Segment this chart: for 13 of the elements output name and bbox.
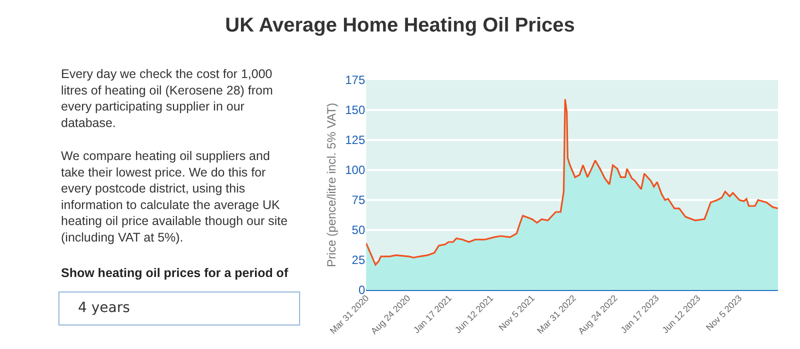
y-tick-label: 150 bbox=[345, 103, 366, 118]
y-tick-label: 175 bbox=[345, 73, 366, 88]
chart-title: UK Average Home Heating Oil Prices bbox=[225, 14, 575, 36]
y-axis-title: Price (pence/litre incl. 5% VAT) bbox=[324, 102, 338, 268]
text: We compare heating oil suppliers and take their lowest price. We do this for every postcode district, using this information to calculate the average UK heating oil price available though our site (including VAT at 5%). bbox=[61, 149, 288, 244]
y-tick-label: 25 bbox=[352, 253, 366, 268]
y-tick-label: 100 bbox=[345, 163, 366, 178]
text: Show heating oil prices for a period of bbox=[61, 266, 289, 280]
text: Every day we check the cost for 1,000 litres of heating oil (Kerosene 28) from every participating supplier in our database. bbox=[61, 67, 273, 130]
text: 4 years bbox=[78, 300, 130, 316]
y-tick-label: 125 bbox=[345, 133, 366, 148]
y-tick-label: 75 bbox=[352, 193, 366, 208]
y-tick-label: 50 bbox=[352, 223, 366, 238]
